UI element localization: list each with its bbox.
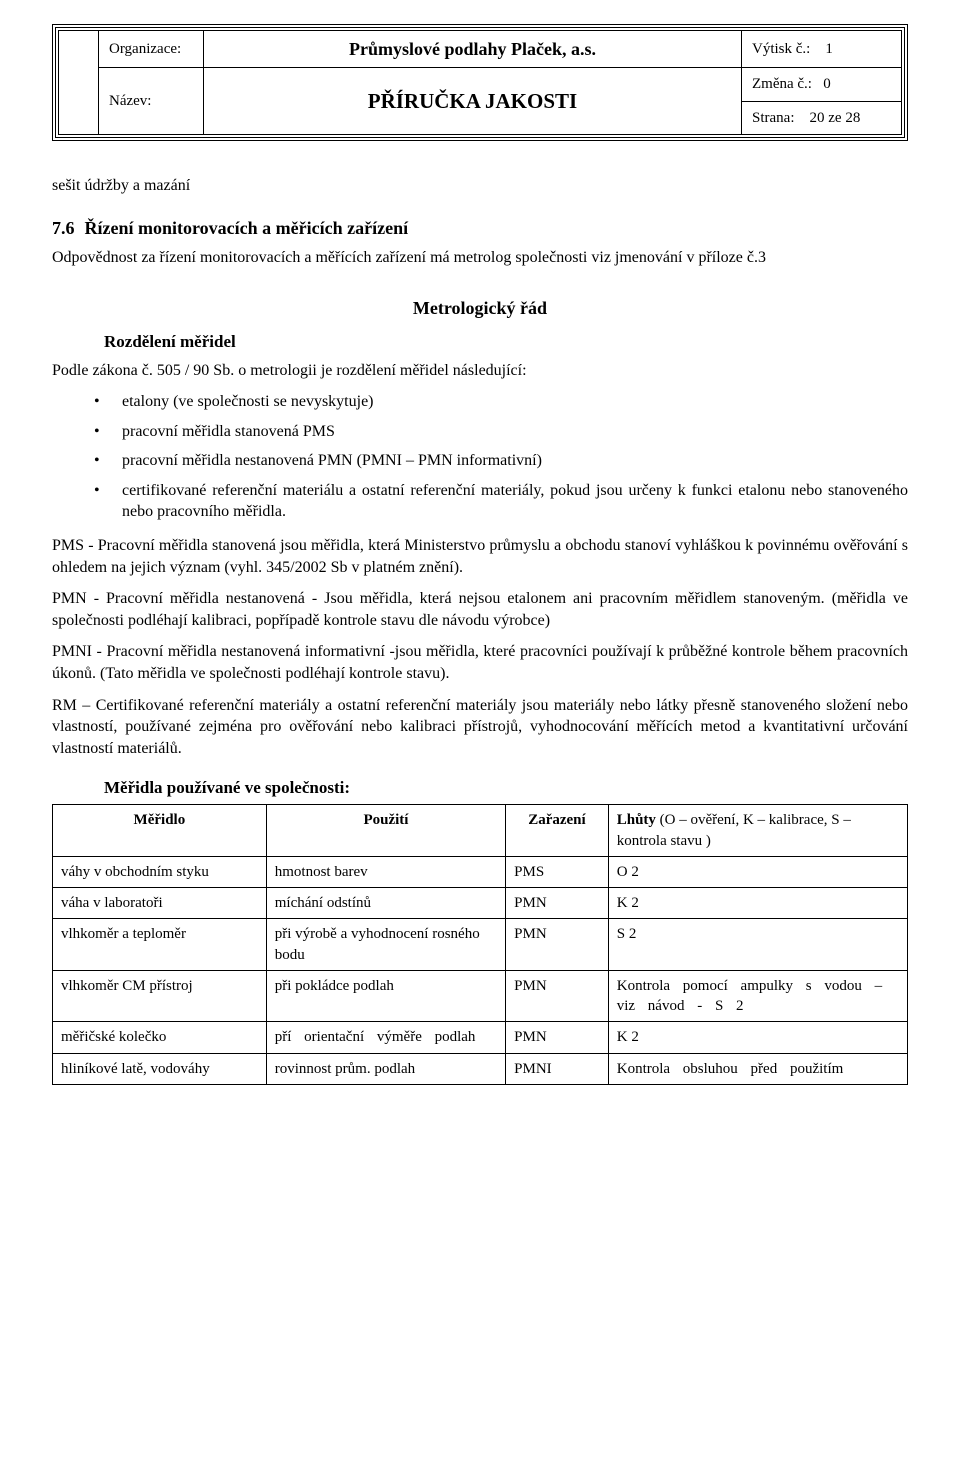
cell: PMS [506, 856, 609, 887]
cell: K 2 [608, 1022, 907, 1053]
table-row: vlhkoměr CM přístroj při pokládce podlah… [53, 970, 908, 1022]
name-label: Název: [99, 68, 204, 135]
print-label: Výtisk č.: [752, 41, 810, 57]
col-header-0: Měřidlo [53, 805, 267, 857]
measurements-table: Měřidlo Použití Zařazení Lhůty (O – ověř… [52, 804, 908, 1085]
page-cell: Strana: 20 ze 28 [742, 101, 902, 134]
cell: PMNI [506, 1053, 609, 1084]
def-pmn: PMN - Pracovní měřidla nestanovená - Jso… [52, 588, 908, 631]
cell: váha v laboratoři [53, 888, 267, 919]
col-header-3: Lhůty (O – ověření, K – kalibrace, S – k… [608, 805, 907, 857]
org-label: Organizace: [99, 31, 204, 68]
cell: rovinnost prům. podlah [266, 1053, 505, 1084]
table-row: Měřidlo Použití Zařazení Lhůty (O – ověř… [53, 805, 908, 857]
list-item: pracovní měřidla stanovená PMS [94, 417, 908, 447]
cell: PMN [506, 888, 609, 919]
org-name-cell: Průmyslové podlahy Plaček, a.s. [204, 31, 742, 68]
split-heading: Rozdělení měřidel [104, 331, 908, 354]
org-name: Průmyslové podlahy Plaček, a.s. [349, 39, 596, 59]
cell: K 2 [608, 888, 907, 919]
doc-title-cell: PŘÍRUČKA JAKOSTI [204, 68, 742, 135]
cell: Kontrola pomocí ampulky s vodou – viz ná… [608, 970, 907, 1022]
table-row: váhy v obchodním styku hmotnost barev PM… [53, 856, 908, 887]
print-no: 1 [825, 41, 833, 57]
cell: O 2 [608, 856, 907, 887]
def-pmni: PMNI - Pracovní měřidla nestanovená info… [52, 641, 908, 684]
cell: měřičské kolečko [53, 1022, 267, 1053]
metrological-order-heading: Metrologický řád [52, 296, 908, 320]
page-label: Strana: [752, 110, 795, 126]
cell: pří orientační výměře podlah [266, 1022, 505, 1053]
section-7-6-para: Odpovědnost za řízení monitorovacích a m… [52, 247, 908, 269]
list-item: pracovní měřidla nestanovená PMN (PMNI –… [94, 446, 908, 476]
cell: vlhkoměr CM přístroj [53, 970, 267, 1022]
table-row: měřičské kolečko pří orientační výměře p… [53, 1022, 908, 1053]
change-no: 0 [823, 76, 831, 92]
table-row: Organizace: Průmyslové podlahy Plaček, a… [59, 31, 902, 68]
list-item: etalony (ve společnosti se nevyskytuje) [94, 387, 908, 417]
document-header-frame: Organizace: Průmyslové podlahy Plaček, a… [52, 24, 908, 141]
table-row: hliníkové latě, vodováhy rovinnost prům.… [53, 1053, 908, 1084]
page-no: 20 ze 28 [810, 110, 861, 126]
change-cell: Změna č.: 0 [742, 68, 902, 101]
change-label: Změna č.: [752, 76, 812, 92]
list-item: certifikované referenční materiálu a ost… [94, 476, 908, 527]
def-rm: RM – Certifikované referenční materiály … [52, 695, 908, 760]
cell: Kontrola obsluhou před použitím [608, 1053, 907, 1084]
col-header-1: Použití [266, 805, 505, 857]
col-header-2: Zařazení [506, 805, 609, 857]
col-header-3b: Lhůty [617, 812, 656, 828]
table-title: Měřidla používané ve společnosti: [104, 777, 908, 800]
cell: vlhkoměr a teploměr [53, 919, 267, 971]
cell: PMN [506, 919, 609, 971]
bullet-list: etalony (ve společnosti se nevyskytuje) … [94, 387, 908, 527]
cell: váhy v obchodním styku [53, 856, 267, 887]
cell: hmotnost barev [266, 856, 505, 887]
cell: PMN [506, 970, 609, 1022]
cell: při pokládce podlah [266, 970, 505, 1022]
table-row: Název: PŘÍRUČKA JAKOSTI Změna č.: 0 [59, 68, 902, 101]
law-line: Podle zákona č. 505 / 90 Sb. o metrologi… [52, 360, 908, 382]
cell: míchání odstínů [266, 888, 505, 919]
section-title: Řízení monitorovacích a měřicích zařízen… [85, 218, 409, 238]
doc-title: PŘÍRUČKA JAKOSTI [368, 89, 577, 113]
table-row: vlhkoměr a teploměr při výrobě a vyhodno… [53, 919, 908, 971]
print-cell: Výtisk č.: 1 [742, 31, 902, 68]
def-pms: PMS - Pracovní měřidla stanovená jsou mě… [52, 535, 908, 578]
table-row: váha v laboratoři míchání odstínů PMN K … [53, 888, 908, 919]
section-number: 7.6 [52, 216, 80, 240]
header-table: Organizace: Průmyslové podlahy Plaček, a… [58, 30, 902, 135]
section-7-6-heading: 7.6 Řízení monitorovacích a měřicích zař… [52, 216, 908, 240]
intro-line: sešit údržby a mazání [52, 175, 908, 197]
cell: hliníkové latě, vodováhy [53, 1053, 267, 1084]
cell: S 2 [608, 919, 907, 971]
cell: PMN [506, 1022, 609, 1053]
header-left-gutter [59, 31, 99, 135]
cell: při výrobě a vyhodnocení rosného bodu [266, 919, 505, 971]
